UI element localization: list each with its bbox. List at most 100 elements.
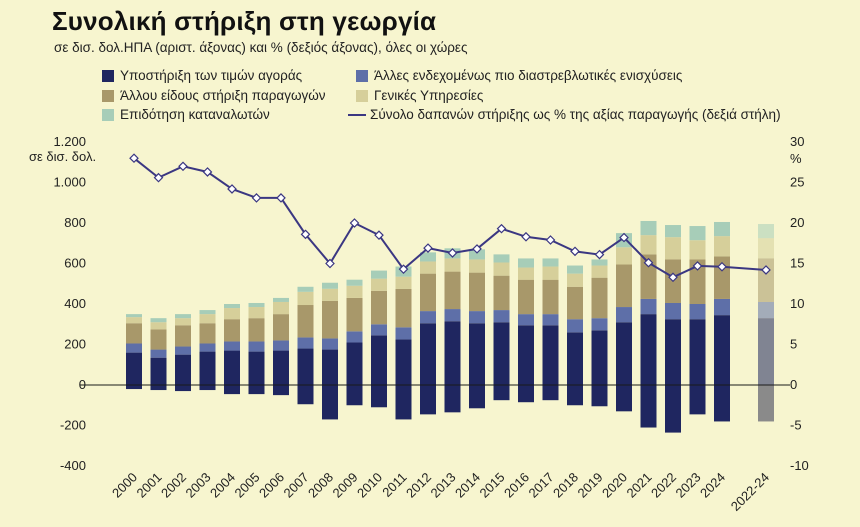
bar-segment bbox=[543, 314, 559, 325]
bar-segment bbox=[273, 340, 289, 350]
bar-segment bbox=[396, 327, 412, 339]
bar-negative bbox=[200, 385, 216, 390]
x-tick-label: 2016 bbox=[501, 470, 532, 501]
x-tick-label: 2001 bbox=[134, 470, 165, 501]
y-right-tick-label: -5 bbox=[790, 418, 802, 433]
bar-segment bbox=[347, 280, 363, 286]
bar-segment bbox=[445, 258, 461, 271]
bar-segment bbox=[714, 299, 730, 315]
y-right-tick-label: 5 bbox=[790, 337, 797, 352]
bar-negative bbox=[543, 385, 559, 400]
bar-segment bbox=[758, 224, 774, 238]
bar-segment bbox=[396, 277, 412, 289]
line-point-marker bbox=[522, 233, 530, 241]
bar-segment bbox=[200, 314, 216, 323]
x-tick-label: 2012 bbox=[403, 470, 434, 501]
bar-segment bbox=[616, 247, 632, 264]
bar-segment bbox=[592, 318, 608, 330]
bar-segment bbox=[347, 298, 363, 331]
bar-segment bbox=[543, 280, 559, 314]
bar-negative bbox=[494, 385, 510, 400]
bar-segment bbox=[543, 267, 559, 280]
bar-segment bbox=[298, 305, 314, 337]
bar-segment bbox=[616, 322, 632, 385]
bar-segment bbox=[249, 303, 265, 307]
x-tick-label: 2022-24 bbox=[728, 470, 772, 514]
bar-segment bbox=[714, 236, 730, 256]
bar-segment bbox=[151, 318, 167, 322]
x-tick-label: 2018 bbox=[550, 470, 581, 501]
y-left-tick-label: 800 bbox=[64, 215, 86, 230]
bar-segment bbox=[592, 266, 608, 278]
bar-segment bbox=[543, 325, 559, 385]
y-right-tick-label: 15 bbox=[790, 256, 804, 271]
bar-segment bbox=[371, 335, 387, 385]
bar-segment bbox=[298, 337, 314, 348]
y-left-tick-label: 400 bbox=[64, 296, 86, 311]
bar-segment bbox=[494, 276, 510, 310]
bar-segment bbox=[298, 287, 314, 292]
bar-negative bbox=[518, 385, 534, 402]
bar-segment bbox=[249, 318, 265, 341]
bar-segment bbox=[224, 304, 240, 308]
bar-segment bbox=[126, 314, 142, 317]
bar-negative bbox=[616, 385, 632, 411]
x-tick-label: 2021 bbox=[624, 470, 655, 501]
bar-segment bbox=[518, 314, 534, 325]
bar-negative bbox=[758, 385, 774, 421]
bar-negative bbox=[641, 385, 657, 428]
bar-segment bbox=[518, 280, 534, 314]
line-point-marker bbox=[179, 162, 187, 170]
x-tick-label: 2011 bbox=[379, 470, 409, 500]
bar-segment bbox=[543, 258, 559, 266]
y-right-tick-label: 10 bbox=[790, 296, 804, 311]
y-right-unit-label: % bbox=[790, 151, 802, 166]
bar-segment bbox=[445, 272, 461, 309]
x-tick-label: 2020 bbox=[599, 470, 630, 501]
bar-segment bbox=[396, 289, 412, 327]
bar-segment bbox=[641, 299, 657, 314]
x-tick-label: 2000 bbox=[109, 470, 140, 501]
y-left-tick-label: 200 bbox=[64, 337, 86, 352]
bar-segment bbox=[616, 307, 632, 322]
bar-segment bbox=[347, 286, 363, 298]
x-tick-label: 2010 bbox=[354, 470, 385, 501]
bar-segment bbox=[494, 254, 510, 262]
bar-segment bbox=[469, 311, 485, 323]
bar-segment bbox=[396, 339, 412, 385]
bar-segment bbox=[200, 310, 216, 314]
bar-segment bbox=[518, 268, 534, 280]
bar-segment bbox=[690, 240, 706, 259]
bar-segment bbox=[151, 358, 167, 385]
line-point-marker bbox=[547, 236, 555, 244]
bar-segment bbox=[567, 287, 583, 319]
x-tick-label: 2005 bbox=[232, 470, 263, 501]
bar-segment bbox=[175, 347, 191, 355]
bar-segment bbox=[420, 311, 436, 323]
bar-segment bbox=[249, 307, 265, 318]
bar-negative bbox=[322, 385, 338, 419]
bar-segment bbox=[592, 278, 608, 319]
bar-negative bbox=[469, 385, 485, 408]
bar-segment bbox=[249, 341, 265, 351]
bar-segment bbox=[690, 319, 706, 385]
bar-segment bbox=[469, 273, 485, 311]
y-right-tick-label: 25 bbox=[790, 175, 804, 190]
x-tick-label: 2015 bbox=[477, 470, 508, 501]
y-right-tick-label: 0 bbox=[790, 377, 797, 392]
bar-segment bbox=[200, 343, 216, 351]
bar-segment bbox=[641, 221, 657, 235]
bar-segment bbox=[224, 341, 240, 350]
bar-segment bbox=[592, 259, 608, 265]
y-right-tick-label: 30 bbox=[790, 134, 804, 149]
x-tick-label: 2009 bbox=[330, 470, 361, 501]
x-tick-label: 2003 bbox=[183, 470, 214, 501]
bar-negative bbox=[690, 385, 706, 414]
bar-segment bbox=[126, 317, 142, 323]
bar-segment bbox=[322, 350, 338, 385]
bar-segment bbox=[494, 322, 510, 385]
x-tick-label: 2017 bbox=[526, 470, 557, 501]
x-tick-label: 2004 bbox=[207, 470, 238, 501]
bar-negative bbox=[273, 385, 289, 395]
x-tick-label: 2008 bbox=[305, 470, 336, 501]
